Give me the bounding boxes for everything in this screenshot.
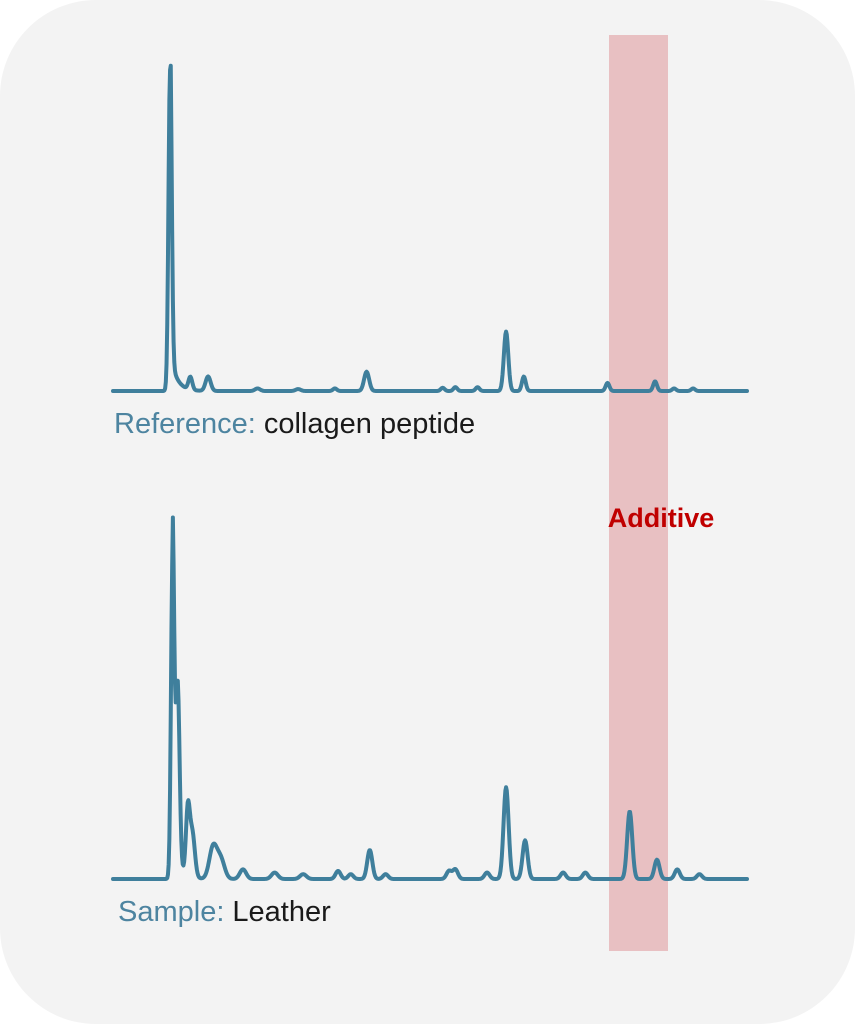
sample-label-prefix: Sample: <box>118 896 224 928</box>
sample-label-value: Leather <box>232 896 331 928</box>
reference-label-value: collagen peptide <box>264 408 475 440</box>
additive-highlight-band <box>609 35 668 951</box>
reference-trace-line <box>111 63 749 393</box>
additive-label: Additive <box>608 503 715 533</box>
sample-label: Sample: Leather <box>118 896 331 928</box>
reference-label: Reference: collagen peptide <box>114 408 475 440</box>
reference-label-prefix: Reference: <box>114 408 256 440</box>
sample-trace-line <box>111 515 749 881</box>
